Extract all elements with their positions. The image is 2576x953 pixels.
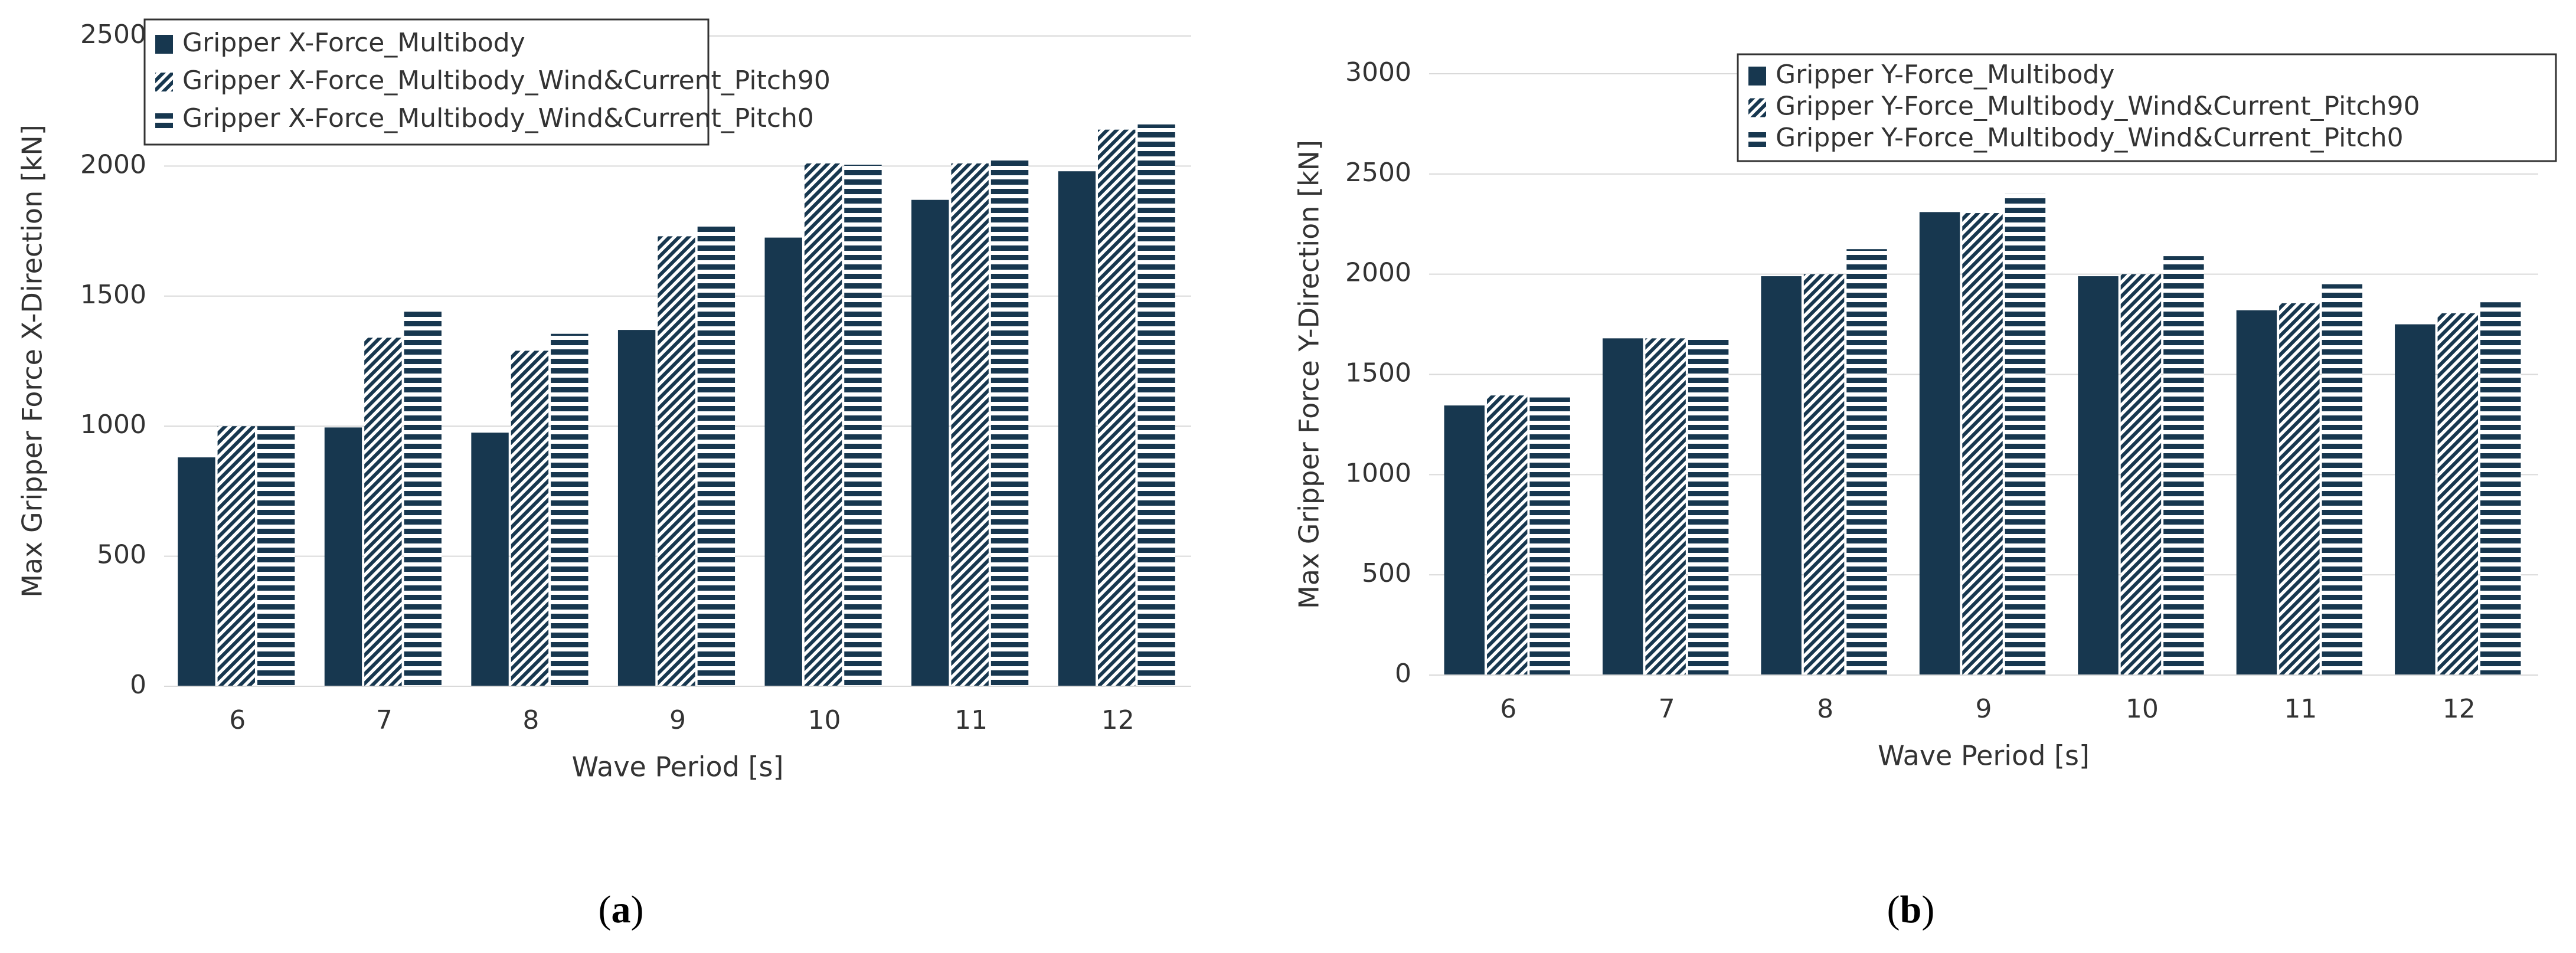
legend-label: Gripper X-Force_Multibody_Wind&Current_P… [182,103,814,133]
bar [844,165,882,686]
y-tick-label: 1500 [80,280,146,310]
bar [1529,397,1570,675]
legend-swatch [155,110,173,129]
legend-label: Gripper X-Force_Multibody [182,28,525,58]
bar [2480,302,2521,675]
x-axis-title: Wave Period [s] [572,751,784,783]
y-tick-label: 500 [1362,558,1411,588]
x-tick-label: 6 [1500,694,1516,724]
y-tick-label: 1000 [80,410,146,440]
y-tick-label: 2000 [1345,258,1411,288]
bar [2279,303,2320,675]
bar [911,199,949,687]
x-axis-title: Wave Period [s] [1878,740,2090,772]
y-tick-label: 2500 [1345,158,1411,188]
bar [1761,276,1802,675]
bar [617,330,656,686]
bar [1962,213,2003,675]
bar [2005,194,2046,675]
legend-label: Gripper Y-Force_Multibody [1776,60,2114,90]
bar [2120,274,2162,676]
x-tick-label: 10 [2126,694,2159,724]
bar [324,427,362,686]
bar [1846,249,1887,675]
bar [178,457,215,686]
x-tick-label: 8 [522,705,539,735]
bar [2437,313,2479,675]
bar [1058,171,1096,686]
legend-swatch [155,73,173,91]
bar [804,163,842,686]
bar [658,236,695,686]
y-tick-label: 1500 [1345,358,1411,388]
bar [1444,405,1485,675]
x-tick-label: 12 [1101,705,1135,735]
bar [364,338,402,686]
caption: (a) [599,888,644,931]
bar [2395,324,2436,675]
legend-swatch [1748,130,1766,149]
y-tick-label: 0 [130,670,146,700]
y-tick-label: 500 [97,540,146,570]
bar [1919,212,1960,675]
bar [2163,256,2204,675]
y-tick-label: 2000 [80,149,146,179]
bar [2322,284,2363,675]
bar [404,312,442,686]
bar [1645,338,1686,675]
y-axis-title: Max Gripper Force X-Direction [kN] [17,125,48,598]
x-tick-label: 11 [954,705,988,735]
legend-swatch [155,35,173,54]
x-tick-label: 11 [2284,694,2317,724]
bar [551,333,589,686]
x-tick-label: 6 [229,705,246,735]
legend-box [1737,53,2557,162]
legend-swatch [1748,66,1766,86]
legend-label: Gripper Y-Force_Multibody_Wind&Current_P… [1776,123,2404,153]
bar [1803,274,1845,676]
bar [511,351,549,686]
legend-box [143,18,710,146]
x-tick-label: 7 [376,705,393,735]
bar [1602,338,1643,675]
x-tick-label: 10 [808,705,841,735]
bar [1098,129,1136,687]
bar [2078,276,2119,675]
bar [257,426,295,686]
bar [217,426,255,686]
y-tick-label: 0 [1395,659,1411,689]
caption: (b) [1887,888,1935,931]
y-tick-label: 3000 [1345,57,1411,87]
x-tick-label: 7 [1659,694,1675,724]
x-tick-label: 9 [1976,694,1992,724]
legend-swatch [1748,98,1766,117]
bar [1486,395,1528,675]
legend-label: Gripper Y-Force_Multibody_Wind&Current_P… [1776,91,2420,122]
bar [990,158,1029,686]
bar [1688,336,1729,675]
bar [1137,124,1175,686]
x-tick-label: 9 [669,705,686,735]
bar [951,163,989,686]
y-tick-label: 1000 [1345,458,1411,488]
bar [697,224,735,687]
x-tick-label: 12 [2443,694,2476,724]
bar [764,237,802,686]
bar [2236,310,2277,675]
y-tick-label: 2500 [80,19,146,50]
x-tick-label: 8 [1817,694,1833,724]
y-axis-title: Max Gripper Force Y-Direction [kN] [1293,140,1325,609]
bar [471,433,509,686]
legend-label: Gripper X-Force_Multibody_Wind&Current_P… [182,66,831,96]
